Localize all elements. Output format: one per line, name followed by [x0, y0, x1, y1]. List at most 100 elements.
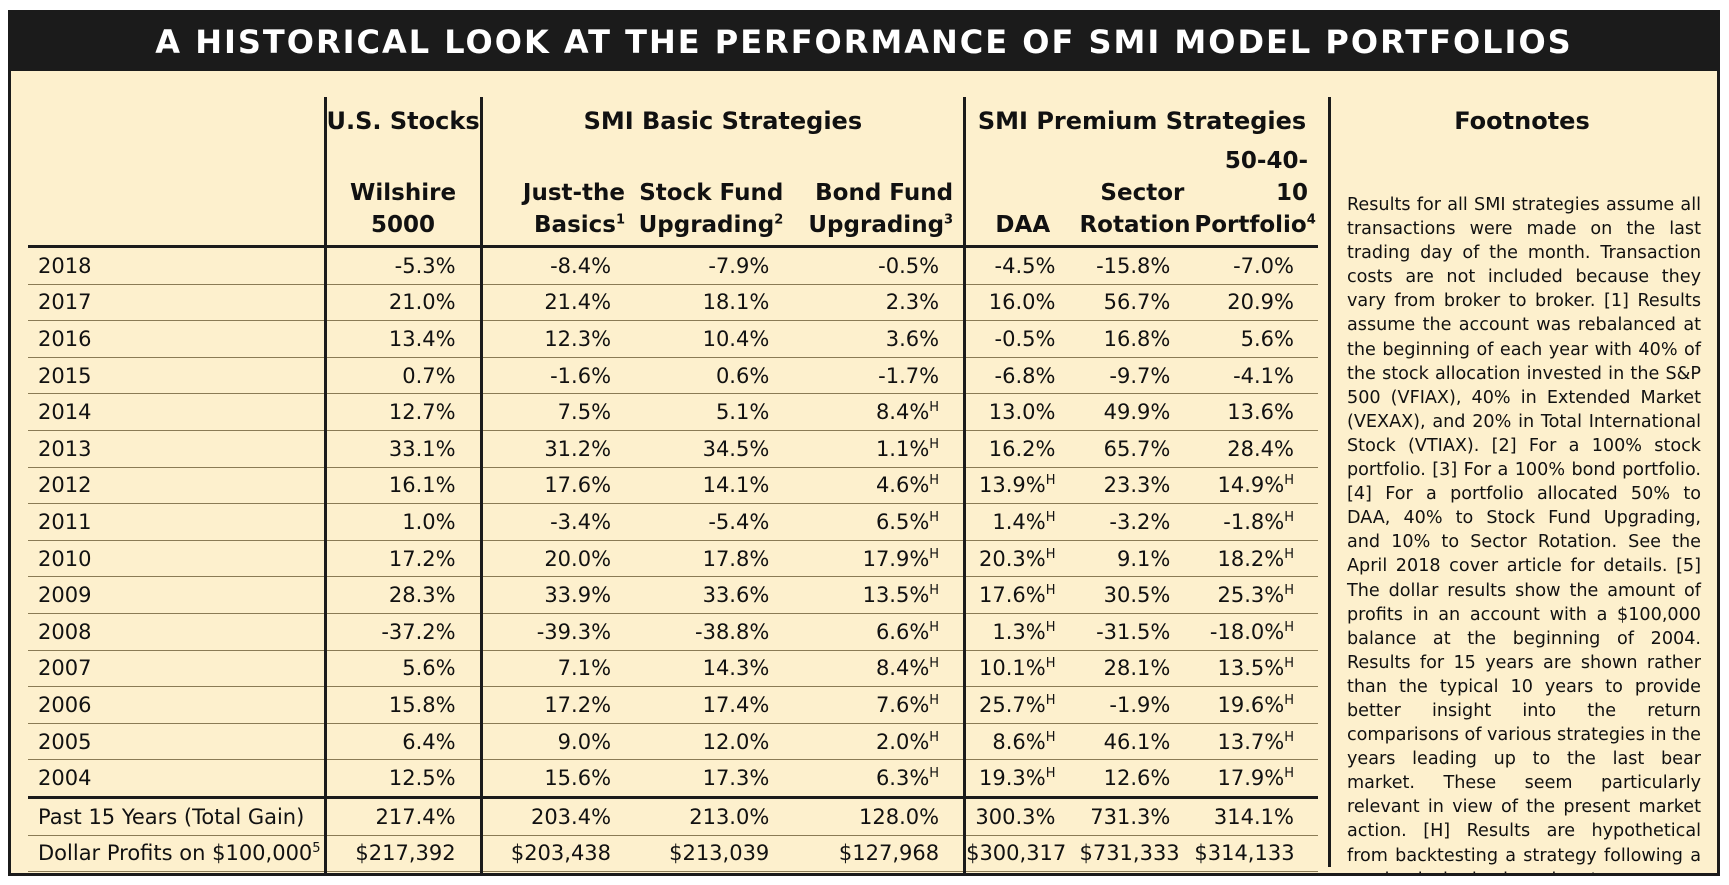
table-row-2017: 2017 21.0% 21.4% 18.1% 2.3% 16.0% 56.7% 20.9%: [28, 284, 1318, 322]
table-cell: -0.5%: [793, 246, 965, 285]
table-cell: 17.6%: [479, 467, 636, 505]
table-cell: 21.0%: [323, 284, 482, 322]
table-cell: -1.7%: [793, 357, 965, 395]
table-cell: 33.6%: [635, 576, 794, 614]
table-row-2005: 2005 6.4% 9.0% 12.0% 2.0%H 8.6%H 46.1% 13.7%H: [28, 723, 1318, 761]
table-cell: 16.8%: [1079, 320, 1195, 358]
row-label: 2012: [28, 467, 326, 505]
table-cell: 5.6%: [1194, 320, 1318, 358]
row-label: 2006: [28, 686, 326, 724]
hypothetical-marker: H: [929, 436, 940, 452]
row-label: 2004: [28, 759, 326, 799]
table-row-2015: 2015 0.7% -1.6% 0.6% -1.7% -6.8% -9.7% -4.1%: [28, 357, 1318, 395]
table-cell: 6.5%H: [793, 503, 965, 541]
table-cell: 7.7%: [479, 871, 636, 873]
table-cell: -4.1%: [1194, 357, 1318, 395]
table-cell: 25.7%H: [963, 686, 1080, 724]
table-cell: 12.7%: [323, 393, 482, 431]
table-cell: 46.1%: [1079, 723, 1195, 761]
table-cell: 14.9%H: [1194, 467, 1318, 505]
group-header-smi-basic: SMI Basic Strategies: [479, 97, 965, 145]
row-label-text: Dollar Profits on $100,000: [38, 841, 313, 866]
summary-row: Past 15 Years (Total Gain) 217.4% 203.4% 21…: [28, 797, 1318, 836]
table-cell: 1.1%H: [793, 430, 965, 468]
group-header-row: U.S. Stocks SMI Basic Strategies SMI Pre…: [28, 97, 1318, 145]
table-cell: 17.8%: [635, 540, 794, 578]
footnotes-panel: Footnotes Results for all SMI strategies…: [1328, 97, 1713, 873]
row-label: 2005: [28, 723, 326, 761]
table-cell: 10.4%: [635, 320, 794, 358]
column-header-just-the-basics: Just-the Basics1: [479, 145, 636, 248]
table-cell: 8.4%H: [793, 393, 965, 431]
row-label: 2013: [28, 430, 326, 468]
table-cell: $300,317: [963, 835, 1080, 873]
hypothetical-marker: H: [1284, 583, 1294, 599]
row-label: Past 15 Years (Total Gain): [28, 797, 326, 836]
row-label: Annualized Rate of Return: [28, 872, 325, 873]
table-cell: 3.6%: [793, 320, 965, 358]
table-cell: 6.3%H: [793, 759, 965, 799]
table-cell: 20.9%: [1194, 284, 1318, 322]
table-cell: 10.1%H: [963, 650, 1080, 688]
table-cell: 300.3%: [963, 797, 1080, 836]
table-cell: 16.0%: [963, 284, 1080, 322]
hypothetical-marker: H: [1045, 583, 1056, 599]
row-label-text: 2016: [38, 326, 92, 351]
table-cell: 8.4%H: [793, 650, 965, 688]
table-cell: 12.3%: [479, 320, 636, 358]
hypothetical-marker: H: [929, 766, 940, 782]
table-row-2009: 2009 28.3% 33.9% 33.6% 13.5%H 17.6%H 30.5% 25.3…: [28, 576, 1318, 614]
table-row-2010: 2010 17.2% 20.0% 17.8% 17.9%H 20.3%H 9.1% 18.2%…: [28, 540, 1318, 578]
table-cell: 33.9%: [479, 576, 636, 614]
table-cell: 15.2%: [1079, 872, 1194, 873]
table-row-2012: 2012 16.1% 17.6% 14.1% 4.6%H 13.9%H 23.3% 14.9%…: [28, 467, 1318, 505]
hypothetical-marker: H: [1045, 509, 1056, 525]
row-label-text: 2009: [38, 583, 92, 608]
footnotes-title: Footnotes: [1454, 107, 1590, 135]
table-cell: 731.3%: [1079, 797, 1195, 836]
hypothetical-marker: H: [929, 656, 940, 672]
table-cell: 18.2%H: [1194, 540, 1318, 578]
column-header-line2: 5000: [371, 212, 436, 238]
table-cell: 16.2%: [963, 430, 1080, 468]
hypothetical-marker: H: [1045, 546, 1056, 562]
group-header-us-stocks: U.S. Stocks: [323, 97, 482, 145]
summary-row: Dollar Profits on $100,0005 $217,392 $203,…: [28, 835, 1318, 873]
row-label: 2011: [28, 503, 326, 541]
table-cell: -5.4%: [635, 503, 794, 541]
table-cell: 9.1%: [1079, 540, 1195, 578]
table-cell: 17.3%: [635, 759, 794, 799]
table-cell: 217.4%: [323, 797, 482, 836]
table-cell: $314,133: [1194, 835, 1318, 873]
hypothetical-marker: H: [929, 546, 940, 562]
table-row-2006: 2006 15.8% 17.2% 17.4% 7.6%H 25.7%H -1.9% 19.6%…: [28, 686, 1318, 724]
table-cell: 15.8%: [323, 686, 482, 724]
row-label: 2015: [28, 357, 326, 395]
column-header-sector-rotation: Sector Rotation: [1079, 145, 1195, 248]
hypothetical-marker: H: [929, 509, 940, 525]
column-header-50-40-10-portfolio: 50-40-10 Portfolio4: [1194, 145, 1318, 248]
table-cell: -1.9%: [1079, 686, 1195, 724]
table-cell: 13.9%H: [963, 467, 1080, 505]
table-cell: -3.4%: [479, 503, 636, 541]
row-label: 2008: [28, 613, 326, 651]
column-header-line1: Bond Fund: [815, 180, 954, 206]
table-row-2014: 2014 12.7% 7.5% 5.1% 8.4%H 13.0% 49.9% 13.6%: [28, 393, 1318, 431]
table-cell: 21.4%: [479, 284, 636, 322]
footnote-marker: 3: [944, 212, 954, 228]
table-cell: 9.0%: [479, 723, 636, 761]
table-cell: 203.4%: [479, 797, 636, 836]
table-cell: 7.9%: [635, 872, 793, 873]
row-label: 2018: [28, 246, 326, 285]
table-cell: 7.6%H: [793, 686, 965, 724]
table-cell: 17.9%H: [1194, 759, 1318, 799]
table-cell: -31.5%: [1079, 613, 1195, 651]
column-header-line2: Basics: [534, 212, 616, 238]
table-cell: $731,333: [1079, 835, 1195, 873]
hypothetical-marker: H: [1045, 766, 1056, 782]
table-cell: 0.6%: [635, 357, 794, 395]
table-cell: 1.0%: [323, 503, 482, 541]
column-header-line2: Upgrading: [638, 212, 775, 238]
row-label-text: 2007: [38, 656, 92, 681]
table-cell: 2.0%H: [793, 723, 965, 761]
